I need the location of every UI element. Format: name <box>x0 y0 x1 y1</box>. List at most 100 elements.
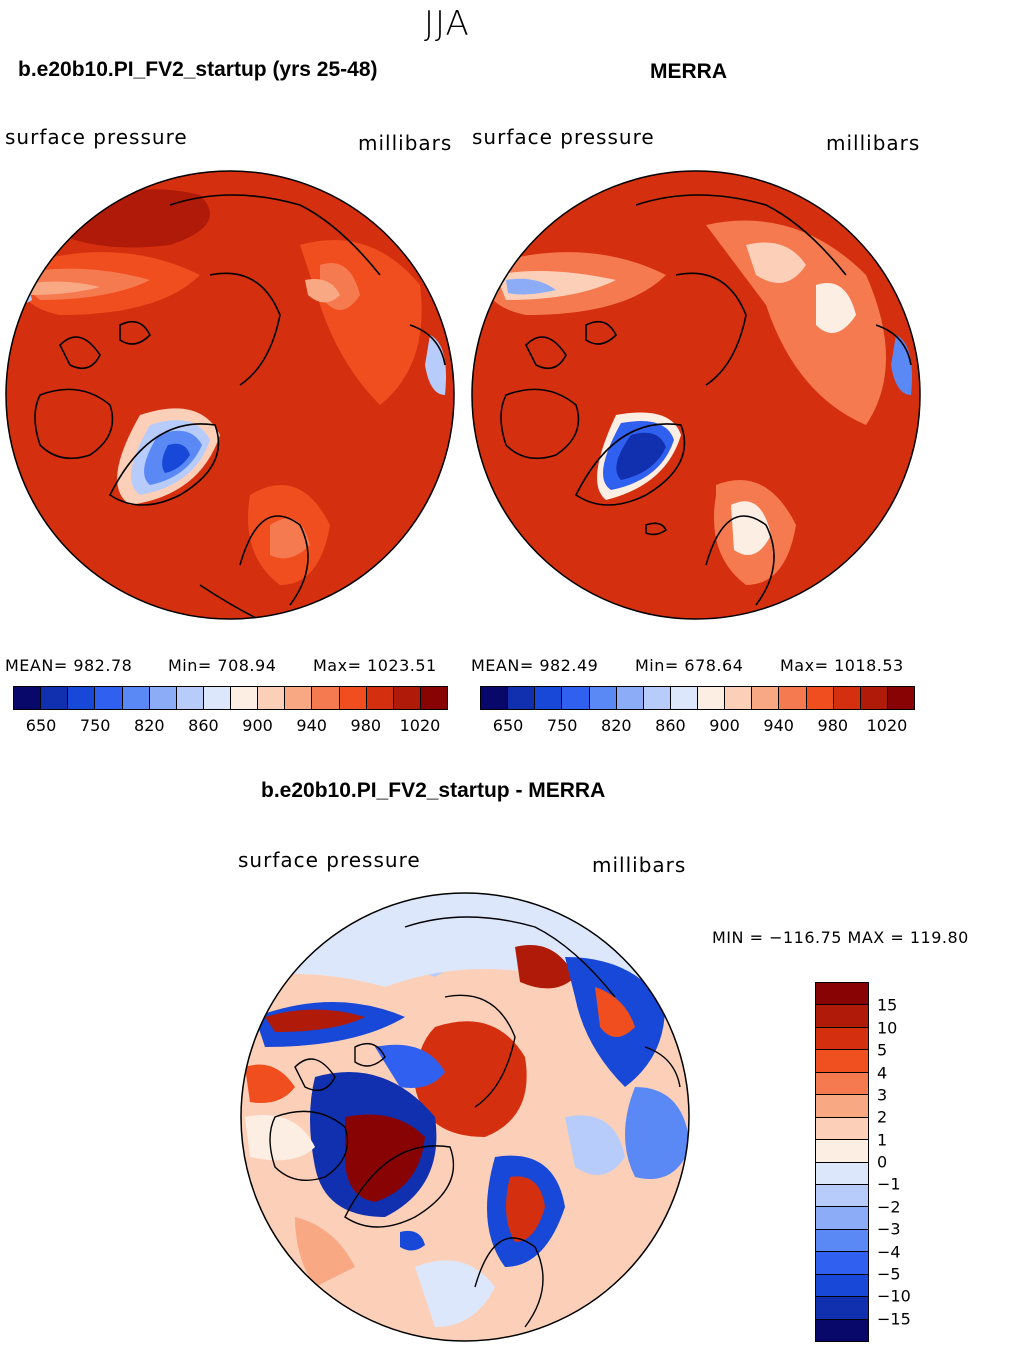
colorbar-swatch <box>725 687 753 709</box>
difference-polar-map <box>240 892 690 1342</box>
colorbar-tick-label: −4 <box>877 1242 901 1261</box>
colorbar-tick-label: 3 <box>877 1085 888 1105</box>
colorbar-swatch <box>779 687 807 709</box>
colorbar-tick-label: −2 <box>877 1197 901 1217</box>
colorbar-swatch <box>285 687 313 709</box>
colorbar-swatch <box>860 687 888 709</box>
colorbar-tick-label: 15 <box>877 995 898 1015</box>
panel-2-units-label: millibars <box>826 131 921 155</box>
colorbar-tick-label: 2 <box>877 1107 888 1127</box>
colorbar-swatch <box>806 687 834 709</box>
colorbar-tick-label: 860 <box>188 716 219 735</box>
panel-1-colorbar <box>13 686 448 710</box>
colorbar-swatch <box>393 687 421 709</box>
colorbar-swatch <box>816 1184 868 1208</box>
colorbar-swatch <box>816 1027 868 1051</box>
colorbar-tick-label: 5 <box>877 1040 888 1060</box>
colorbar-tick-label: 750 <box>79 716 111 735</box>
colorbar-tick-label: 1020 <box>866 716 908 735</box>
colorbar-swatch <box>68 687 96 709</box>
colorbar-tick-label: 900 <box>709 716 740 735</box>
panel-1-max: Max= 1023.51 <box>313 656 437 675</box>
panel-2-title: MERRA <box>650 60 727 83</box>
difference-min-max: MIN = −116.75 MAX = 119.80 <box>712 928 969 947</box>
colorbar-swatch <box>535 687 563 709</box>
colorbar-swatch <box>816 1252 868 1275</box>
colorbar-swatch <box>41 687 69 709</box>
colorbar-tick-label: 1020 <box>399 716 441 735</box>
colorbar-swatch <box>752 687 780 709</box>
colorbar-tick-label: 1 <box>877 1130 888 1150</box>
colorbar-swatch <box>816 1140 868 1163</box>
colorbar-swatch <box>122 687 150 709</box>
colorbar-tick-label: 900 <box>242 716 273 735</box>
colorbar-tick-label: 820 <box>134 716 165 735</box>
colorbar-swatch <box>95 687 123 709</box>
colorbar-swatch <box>816 1229 868 1253</box>
colorbar-swatch <box>670 687 698 709</box>
colorbar-swatch <box>562 687 590 709</box>
colorbar-swatch <box>176 687 204 709</box>
colorbar-tick-label: 980 <box>350 716 382 735</box>
colorbar-swatch <box>14 687 42 709</box>
panel-1-mean: MEAN= 982.78 <box>5 656 133 675</box>
colorbar-swatch <box>616 687 644 709</box>
panel-2-min: Min= 678.64 <box>635 656 744 675</box>
colorbar-swatch <box>816 1050 868 1073</box>
colorbar-tick-label: −5 <box>877 1264 901 1284</box>
colorbar-swatch <box>816 1319 868 1341</box>
colorbar-swatch <box>816 983 868 1006</box>
colorbar-swatch <box>366 687 394 709</box>
colorbar-swatch <box>508 687 536 709</box>
panel-2-colorbar <box>480 686 915 710</box>
panel-1-title: b.e20b10.PI_FV2_startup (yrs 25-48) <box>18 58 378 81</box>
colorbar-swatch <box>816 1274 868 1298</box>
colorbar-tick-label: −3 <box>877 1219 901 1239</box>
colorbar-tick-label: 940 <box>296 716 327 735</box>
colorbar-swatch <box>833 687 861 709</box>
colorbar-swatch <box>203 687 231 709</box>
colorbar-swatch <box>420 687 447 709</box>
colorbar-tick-label: −15 <box>877 1309 911 1329</box>
colorbar-tick-label: 10 <box>877 1018 898 1038</box>
model-polar-map <box>5 170 455 620</box>
colorbar-swatch <box>816 1297 868 1320</box>
colorbar-swatch <box>149 687 177 709</box>
colorbar-tick-label: 4 <box>877 1063 888 1082</box>
panel-3-variable-label: surface pressure <box>238 848 421 872</box>
colorbar-tick-label: 650 <box>25 716 57 735</box>
colorbar-swatch <box>643 687 671 709</box>
colorbar-tick-label: 820 <box>601 716 632 735</box>
colorbar-tick-label: −10 <box>877 1286 911 1306</box>
colorbar-swatch <box>816 1095 868 1118</box>
panel-2-variable-label: surface pressure <box>472 125 655 149</box>
panel-1-min: Min= 708.94 <box>168 656 277 675</box>
panel-2-max: Max= 1018.53 <box>780 656 904 675</box>
colorbar-swatch <box>816 1207 868 1230</box>
colorbar-swatch <box>816 1117 868 1141</box>
panel-1-variable-label: surface pressure <box>5 125 188 149</box>
colorbar-tick-label: −1 <box>877 1174 901 1194</box>
panel-2-mean: MEAN= 982.49 <box>471 656 599 675</box>
colorbar-swatch <box>816 1072 868 1096</box>
colorbar-swatch <box>258 687 286 709</box>
colorbar-swatch <box>816 1162 868 1185</box>
panel-1-units-label: millibars <box>358 131 453 155</box>
difference-colorbar <box>815 982 869 1342</box>
merra-polar-map <box>471 170 921 620</box>
difference-title: b.e20b10.PI_FV2_startup - MERRA <box>261 779 606 802</box>
colorbar-swatch <box>816 1005 868 1028</box>
colorbar-tick-label: 0 <box>877 1152 888 1172</box>
colorbar-tick-label: 860 <box>655 716 686 735</box>
colorbar-swatch <box>887 687 914 709</box>
colorbar-tick-label: 750 <box>546 716 578 735</box>
colorbar-swatch <box>339 687 367 709</box>
colorbar-tick-label: 940 <box>763 716 794 735</box>
colorbar-swatch <box>312 687 340 709</box>
colorbar-swatch <box>589 687 617 709</box>
colorbar-tick-label: 650 <box>492 716 524 735</box>
colorbar-swatch <box>481 687 509 709</box>
colorbar-swatch <box>698 687 726 709</box>
season-title: JJA <box>424 4 470 44</box>
colorbar-tick-label: 980 <box>817 716 849 735</box>
